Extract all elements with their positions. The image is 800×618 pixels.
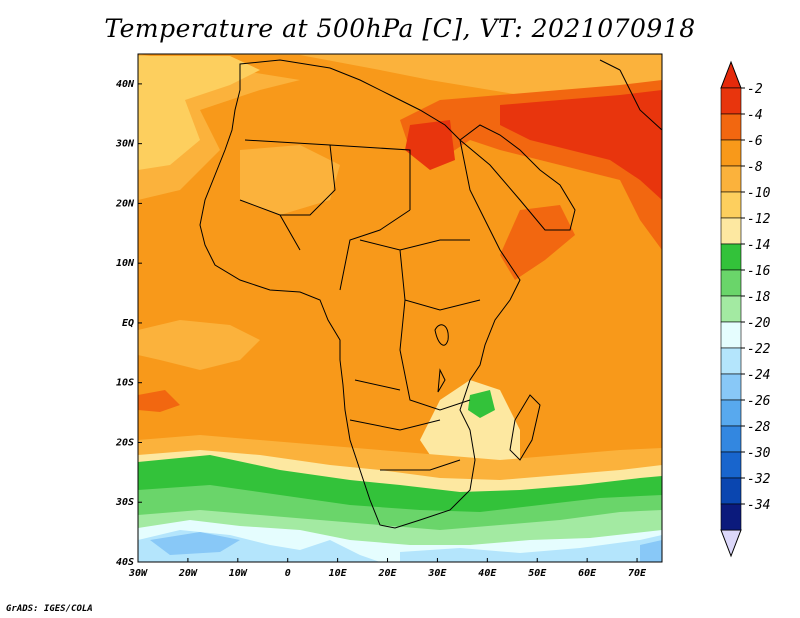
lon-tick-label: 20E [377, 568, 397, 579]
field-band-22-se [400, 535, 662, 562]
colorbar-label: -4 [747, 108, 763, 123]
chart-title: Temperature at 500hPa [C], VT: 202107091… [104, 14, 696, 43]
asia-coast [599, 59, 662, 131]
coastlines [199, 59, 662, 529]
lat-tick-label: 30N [115, 139, 135, 150]
field-band-8-north [138, 54, 662, 200]
colorbar-label: -26 [747, 394, 771, 409]
field-band-14-lake [468, 390, 495, 418]
lat-tick-label: 10N [116, 258, 135, 269]
lon-tick-label: 30W [128, 568, 148, 579]
colorbar-arrow-top [720, 60, 742, 89]
colorbar-swatch [720, 243, 742, 271]
colorbar-label: -22 [747, 342, 771, 357]
field-band-2-egypt [405, 120, 455, 170]
field-band-24-se [640, 540, 662, 562]
colorbar-swatch [720, 477, 742, 505]
colorbar-swatch [720, 113, 742, 141]
colorbar-swatch [720, 321, 742, 349]
colorbar-label: -24 [747, 368, 770, 383]
colorbar-swatch [720, 451, 742, 479]
colorbar-label: -6 [747, 134, 763, 149]
colorbar-label: -32 [747, 472, 771, 487]
colorbar-swatch [720, 399, 742, 427]
colorbar-label: -2 [747, 82, 763, 97]
lakes [434, 324, 449, 393]
lon-tick-label: 20W [178, 568, 198, 579]
colorbar-label: -34 [747, 498, 770, 513]
colorbar: -2 -4 -6 -8 -10 -12 -14 -16 -18 -20 -22 -24 -26 -28 -3… [720, 60, 771, 558]
field-band-8-sahara [240, 145, 340, 215]
colorbar-swatch [720, 165, 742, 193]
lat-tick-label: 10S [116, 378, 134, 389]
lat-tick-label: EQ [122, 318, 134, 329]
colorbar-swatch [720, 217, 742, 245]
lat-tick-label: 20N [115, 198, 135, 209]
colorbar-swatch [720, 503, 742, 531]
lat-tick-label: 30S [115, 497, 134, 508]
colorbar-swatch [720, 191, 742, 219]
longitude-axis: 30W 20W 10W 0 10E 20E 30E 40E 50E 60E 70E [128, 558, 647, 579]
madagascar-coast [509, 394, 541, 461]
lat-tick-label: 20S [115, 437, 134, 448]
colorbar-label: -16 [747, 264, 771, 279]
credit-text: GrADS: IGES/COLA [6, 604, 93, 614]
latitude-axis: 40N 30N 20N 10N EQ 10S 20S 30S 40S [115, 79, 142, 568]
lat-tick-label: 40S [116, 557, 134, 568]
field-band-2-mideast [500, 90, 662, 200]
colorbar-swatch [720, 425, 742, 453]
field-band-8-atlantic [138, 320, 260, 370]
arabia-coast [459, 124, 576, 231]
lat-tick-label: 40N [116, 79, 135, 90]
colorbar-swatch [720, 139, 742, 167]
lon-tick-label: 50E [528, 568, 547, 579]
colorbar-label: -12 [747, 212, 771, 227]
lon-tick-label: 30E [427, 568, 447, 579]
field-band-4-atlantic [138, 390, 180, 412]
lon-tick-label: 0 [285, 568, 291, 579]
map-frame [137, 53, 663, 563]
colorbar-label: -28 [747, 420, 771, 435]
field-band-4-horn [500, 205, 575, 280]
temperature-field [138, 54, 662, 562]
lon-tick-label: 70E [628, 568, 647, 579]
field-band-24-sw [150, 532, 240, 555]
colorbar-swatch [720, 373, 742, 401]
country-borders [239, 139, 481, 471]
field-band-10-nw [138, 56, 260, 170]
colorbar-label: -8 [747, 160, 763, 175]
colorbar-arrow-bottom [720, 529, 742, 558]
colorbar-label: -18 [747, 290, 771, 305]
africa-coast [199, 59, 521, 529]
lon-tick-label: 60E [578, 568, 597, 579]
lon-tick-label: 10W [229, 568, 248, 579]
colorbar-swatch [720, 295, 742, 323]
colorbar-label: -14 [747, 238, 770, 253]
colorbar-swatch [720, 269, 742, 297]
lon-tick-label: 10E [329, 568, 348, 579]
lon-tick-label: 40E [478, 568, 497, 579]
colorbar-swatch [720, 347, 742, 375]
colorbar-label: -30 [747, 446, 771, 461]
colorbar-label: -20 [747, 316, 771, 331]
colorbar-label: -10 [747, 186, 771, 201]
colorbar-swatch [720, 87, 742, 115]
